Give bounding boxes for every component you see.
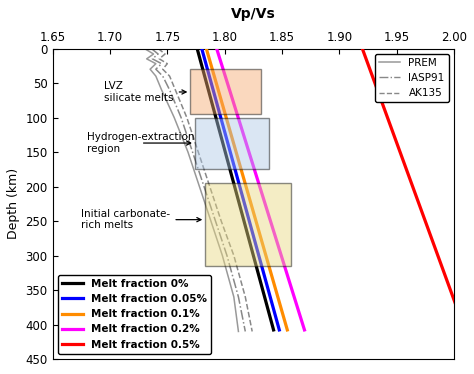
PREM xyxy=(231,295,237,299)
IASP91 xyxy=(201,184,207,189)
Title: Vp/Vs: Vp/Vs xyxy=(231,7,276,21)
IASP91 xyxy=(155,52,161,56)
PREM xyxy=(142,46,147,51)
AK135 xyxy=(243,295,248,299)
IASP91 xyxy=(159,61,164,66)
IASP91 xyxy=(243,329,248,334)
IASP91 xyxy=(148,46,154,51)
AK135 xyxy=(219,219,224,223)
IASP91 xyxy=(153,67,159,71)
AK135 xyxy=(184,115,190,120)
Y-axis label: Depth (km): Depth (km) xyxy=(7,168,20,239)
Text: LVZ
silicate melts: LVZ silicate melts xyxy=(104,81,186,103)
IASP91 xyxy=(167,88,173,92)
PREM xyxy=(153,74,159,78)
PREM xyxy=(144,56,149,61)
IASP91 xyxy=(150,56,155,61)
PREM xyxy=(159,88,164,92)
PREM xyxy=(208,219,214,223)
PREM xyxy=(185,150,191,154)
Line: AK135: AK135 xyxy=(158,49,252,331)
AK135 xyxy=(173,88,178,92)
AK135 xyxy=(156,56,162,61)
AK135 xyxy=(160,67,165,71)
PREM xyxy=(171,115,177,120)
AK135 xyxy=(249,329,255,334)
IASP91 xyxy=(160,74,165,78)
PREM xyxy=(197,184,202,189)
PREM xyxy=(147,67,153,71)
Text: Initial carbonate-
rich melts: Initial carbonate- rich melts xyxy=(81,209,201,230)
Line: IASP91: IASP91 xyxy=(151,49,246,331)
PREM xyxy=(151,52,156,56)
Legend: Melt fraction 0%, Melt fraction 0.05%, Melt fraction 0.1%, Melt fraction 0.2%, M: Melt fraction 0%, Melt fraction 0.05%, M… xyxy=(58,275,211,354)
PREM xyxy=(236,329,241,334)
Bar xyxy=(190,69,261,114)
Bar xyxy=(195,117,269,169)
IASP91 xyxy=(236,295,241,299)
AK135 xyxy=(195,150,201,154)
AK135 xyxy=(162,52,168,56)
Bar xyxy=(205,183,291,266)
PREM xyxy=(219,253,225,258)
Line: PREM: PREM xyxy=(145,49,238,331)
IASP91 xyxy=(213,219,219,223)
AK135 xyxy=(164,61,170,66)
Text: Hydrogen-extraction
region: Hydrogen-extraction region xyxy=(87,132,194,154)
AK135 xyxy=(207,184,213,189)
IASP91 xyxy=(178,115,184,120)
AK135 xyxy=(167,74,173,78)
AK135 xyxy=(155,46,161,51)
AK135 xyxy=(231,253,237,258)
IASP91 xyxy=(224,253,230,258)
PREM xyxy=(153,61,159,66)
IASP91 xyxy=(190,150,195,154)
